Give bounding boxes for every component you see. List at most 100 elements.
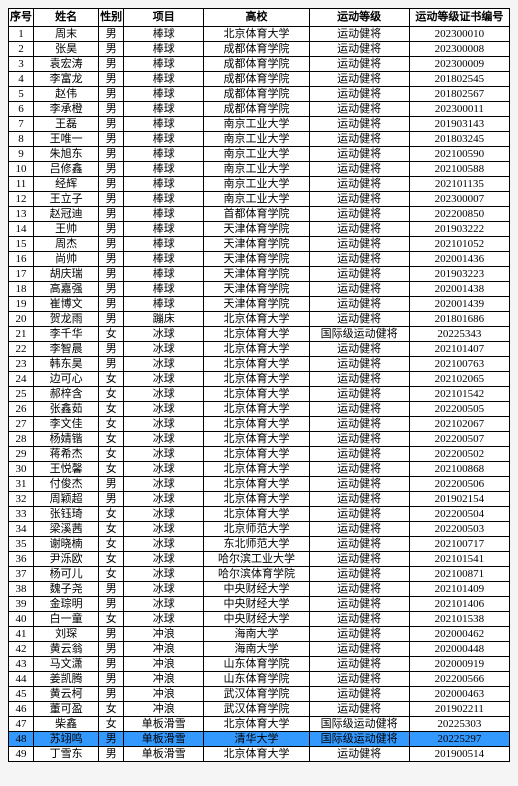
cell-level: 运动健将	[309, 206, 409, 221]
cell-name: 杨可儿	[34, 566, 99, 581]
cell-school: 成都体育学院	[204, 56, 309, 71]
cell-name: 李智晨	[34, 341, 99, 356]
cell-cert: 202300009	[409, 56, 509, 71]
cell-level: 运动健将	[309, 686, 409, 701]
cell-seq: 24	[9, 371, 34, 386]
cell-project: 棒球	[124, 146, 204, 161]
cell-seq: 11	[9, 176, 34, 191]
cell-sex: 男	[99, 71, 124, 86]
cell-school: 哈尔滨工业大学	[204, 551, 309, 566]
cell-sex: 男	[99, 161, 124, 176]
cell-project: 冰球	[124, 596, 204, 611]
cell-project: 棒球	[124, 221, 204, 236]
cell-seq: 36	[9, 551, 34, 566]
cell-sex: 女	[99, 521, 124, 536]
table-row: 38魏子尧男冰球中央财经大学运动健将202101409	[9, 581, 510, 596]
cell-project: 冰球	[124, 356, 204, 371]
table-row: 8王唯一男棒球南京工业大学运动健将201803245	[9, 131, 510, 146]
cell-name: 苏翊鸣	[34, 731, 99, 746]
cell-seq: 6	[9, 101, 34, 116]
table-row: 26张鑫茹女冰球北京体育大学运动健将202200505	[9, 401, 510, 416]
table-row: 44姜凯腾男冲浪山东体育学院运动健将202200566	[9, 671, 510, 686]
table-row: 49丁雪东男单板滑雪北京体育大学运动健将201900514	[9, 746, 510, 761]
cell-level: 运动健将	[309, 656, 409, 671]
cell-level: 运动健将	[309, 296, 409, 311]
cell-seq: 17	[9, 266, 34, 281]
table-row: 31付俊杰男冰球北京体育大学运动健将202200506	[9, 476, 510, 491]
cell-name: 王帅	[34, 221, 99, 236]
table-row: 5赵伟男棒球成都体育学院运动健将201802567	[9, 86, 510, 101]
table-row: 37杨可儿女冰球哈尔滨体育学院运动健将202100871	[9, 566, 510, 581]
cell-sex: 男	[99, 731, 124, 746]
cell-level: 运动健将	[309, 461, 409, 476]
cell-sex: 男	[99, 116, 124, 131]
cell-level: 运动健将	[309, 401, 409, 416]
cell-level: 运动健将	[309, 506, 409, 521]
cell-project: 冲浪	[124, 701, 204, 716]
cell-level: 运动健将	[309, 551, 409, 566]
cell-seq: 39	[9, 596, 34, 611]
cell-seq: 46	[9, 701, 34, 716]
cell-school: 北京体育大学	[204, 716, 309, 731]
cell-name: 蒋希杰	[34, 446, 99, 461]
cell-sex: 男	[99, 266, 124, 281]
table-row: 20贺龙雨男蹦床北京体育大学运动健将201801686	[9, 311, 510, 326]
cell-seq: 27	[9, 416, 34, 431]
cell-school: 北京体育大学	[204, 446, 309, 461]
cell-name: 董可盈	[34, 701, 99, 716]
cell-cert: 202300008	[409, 41, 509, 56]
cell-sex: 男	[99, 146, 124, 161]
cell-project: 冰球	[124, 401, 204, 416]
cell-school: 北京体育大学	[204, 746, 309, 761]
table-header-row: 序号 姓名 性别 项目 高校 运动等级 运动等级证书编号	[9, 9, 510, 27]
header-project: 项目	[124, 9, 204, 27]
table-row: 22李智晨男冰球北京体育大学运动健将202101407	[9, 341, 510, 356]
cell-seq: 42	[9, 641, 34, 656]
cell-seq: 1	[9, 26, 34, 41]
cell-level: 运动健将	[309, 26, 409, 41]
cell-sex: 男	[99, 356, 124, 371]
cell-sex: 女	[99, 611, 124, 626]
cell-project: 棒球	[124, 251, 204, 266]
cell-level: 运动健将	[309, 341, 409, 356]
cell-sex: 男	[99, 596, 124, 611]
cell-sex: 男	[99, 656, 124, 671]
cell-school: 武汉体育学院	[204, 701, 309, 716]
cell-project: 棒球	[124, 71, 204, 86]
cell-school: 中央财经大学	[204, 581, 309, 596]
cell-cert: 201903143	[409, 116, 509, 131]
cell-school: 海南大学	[204, 626, 309, 641]
cell-project: 棒球	[124, 41, 204, 56]
table-row: 17胡庆瑞男棒球天津体育学院运动健将201903223	[9, 266, 510, 281]
cell-project: 单板滑雪	[124, 731, 204, 746]
cell-level: 运动健将	[309, 701, 409, 716]
cell-seq: 34	[9, 521, 34, 536]
cell-cert: 202102067	[409, 416, 509, 431]
cell-seq: 49	[9, 746, 34, 761]
cell-project: 棒球	[124, 131, 204, 146]
cell-sex: 男	[99, 626, 124, 641]
cell-project: 棒球	[124, 281, 204, 296]
cell-project: 冰球	[124, 386, 204, 401]
cell-name: 柴鑫	[34, 716, 99, 731]
cell-seq: 23	[9, 356, 34, 371]
cell-cert: 202101409	[409, 581, 509, 596]
cell-name: 边可心	[34, 371, 99, 386]
cell-cert: 202200850	[409, 206, 509, 221]
cell-name: 张鑫茹	[34, 401, 99, 416]
cell-project: 棒球	[124, 101, 204, 116]
cell-sex: 女	[99, 326, 124, 341]
cell-level: 运动健将	[309, 41, 409, 56]
cell-school: 北京师范大学	[204, 521, 309, 536]
cell-school: 北京体育大学	[204, 491, 309, 506]
cell-seq: 10	[9, 161, 34, 176]
cell-name: 张钰琦	[34, 506, 99, 521]
cell-project: 冰球	[124, 491, 204, 506]
table-row: 35谢晓楠女冰球东北师范大学运动健将202100717	[9, 536, 510, 551]
cell-school: 北京体育大学	[204, 356, 309, 371]
cell-level: 运动健将	[309, 626, 409, 641]
cell-level: 运动健将	[309, 596, 409, 611]
header-sex: 性别	[99, 9, 124, 27]
cell-sex: 男	[99, 206, 124, 221]
cell-sex: 女	[99, 716, 124, 731]
